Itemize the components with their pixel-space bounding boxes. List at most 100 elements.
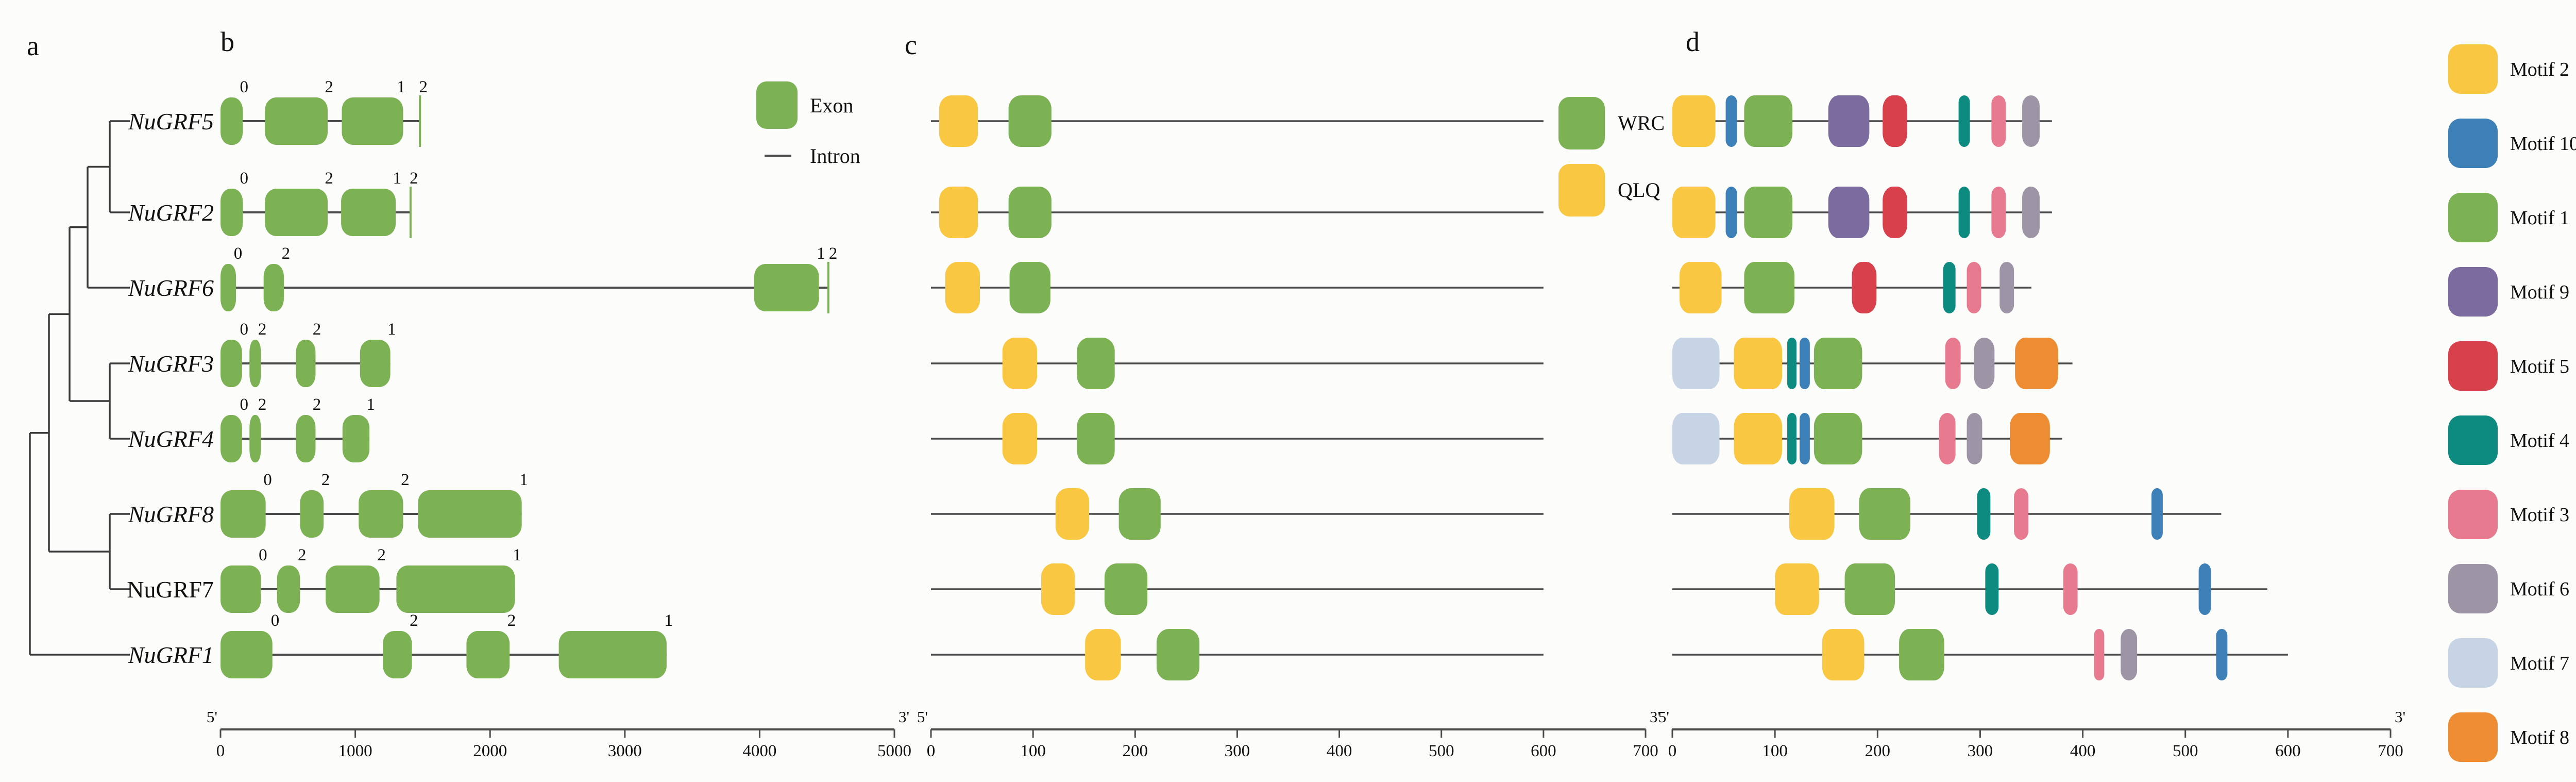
motif-block-motif-6 — [2121, 629, 2138, 680]
motif-block-motif-2 — [1672, 95, 1716, 147]
qlq-domain-block — [939, 187, 978, 238]
motif-legend-label: Motif 6 — [2510, 578, 2569, 600]
exon-block — [277, 565, 300, 613]
axis-tick-label: 100 — [1020, 742, 1046, 760]
axis-tick-label: 0 — [1668, 742, 1677, 760]
motif-legend: Motif 2 Motif 10 Motif 1 Motif 9 Motif 5 Moti… — [2448, 44, 2576, 762]
domain-row — [931, 563, 1544, 615]
motif-block-motif-2 — [1822, 629, 1865, 680]
exon-block — [300, 490, 324, 538]
motif-block-motif-1 — [1744, 95, 1792, 147]
exon-block — [418, 490, 522, 538]
intron-phase-label: 2 — [377, 546, 386, 564]
wrc-domain-block — [1156, 629, 1200, 680]
intron-phase-label: 1 — [387, 320, 396, 339]
axis-tick-label: 700 — [2378, 742, 2403, 760]
wrc-legend-swatch — [1558, 97, 1605, 149]
motif-block-motif-10 — [1725, 187, 1737, 238]
exon-block — [221, 490, 266, 538]
motif-legend-swatch — [2448, 638, 2498, 688]
motif-legend-item: Motif 10 — [2448, 119, 2576, 168]
motif-legend-swatch — [2448, 564, 2498, 613]
motif-block-motif-5 — [1883, 187, 1908, 238]
motif-block-motif-6 — [2022, 187, 2040, 238]
motif-block-motif-8 — [2010, 413, 2050, 464]
motif-block-motif-7 — [1672, 413, 1720, 464]
intron-phase-label: 1 — [519, 471, 528, 489]
qlq-domain-block — [1055, 488, 1090, 540]
motif-legend-label: Motif 3 — [2510, 504, 2569, 526]
motif-legend-label: Motif 1 — [2510, 207, 2569, 229]
motif-block-motif-6 — [1999, 262, 2014, 313]
intron-phase-label: 1 — [665, 611, 673, 630]
motif-row — [1672, 563, 2268, 615]
exon-block — [341, 189, 396, 236]
wrc-domain-block — [1008, 187, 1052, 238]
qlq-domain-block — [1002, 413, 1038, 464]
motif-block-motif-3 — [2014, 488, 2029, 540]
exon-block — [359, 490, 403, 538]
motif-row — [1672, 488, 2222, 540]
motif-legend-swatch — [2448, 490, 2498, 539]
intron-phase-label: 1 — [817, 244, 825, 263]
axis-tick-label: 4000 — [742, 742, 776, 760]
motif-legend-label: Motif 7 — [2510, 653, 2569, 674]
intron-phase-label: 2 — [258, 395, 267, 414]
axis-five-prime-label: 5' — [207, 708, 217, 726]
axis-three-prime-label: 3' — [2395, 708, 2405, 726]
axis-tick-label: 200 — [1123, 742, 1148, 760]
qlq-domain-block — [1041, 563, 1075, 615]
gene-label: NuGRF8 — [128, 501, 214, 527]
motif-legend-item: Motif 4 — [2448, 415, 2569, 465]
motif-block-motif-1 — [1814, 413, 1862, 464]
exon-block — [263, 264, 284, 311]
exon-block — [342, 415, 370, 462]
panel-c-rows — [931, 95, 1544, 680]
motif-block-motif-1 — [1859, 488, 1911, 540]
motif-row — [1672, 95, 2052, 147]
motif-legend-label: Motif 8 — [2510, 727, 2569, 748]
motif-block-motif-3 — [1991, 187, 2006, 238]
intron-phase-label: 1 — [393, 169, 401, 188]
axis-three-prime-label: 3' — [899, 708, 909, 726]
exon-block — [265, 97, 328, 145]
motif-block-motif-7 — [1672, 338, 1720, 389]
intron-phase-label: 2 — [313, 320, 321, 339]
gene-label: NuGRF5 — [128, 108, 214, 135]
motif-row — [1672, 629, 2288, 680]
motif-legend-item: Motif 2 — [2448, 44, 2569, 94]
exon-block — [558, 631, 667, 678]
motif-legend-swatch — [2448, 341, 2498, 391]
intron-phase-label: 2 — [507, 611, 516, 630]
panel-b-rows: 0 2 1 20 2 1 20 2 1 20 2 2 10 2 2 10 2 2 10 2 2 10 2 2 1 — [221, 78, 837, 678]
intron-phase-label: 1 — [513, 546, 521, 564]
wrc-domain-block — [1008, 95, 1052, 147]
motif-block-motif-3 — [2063, 563, 2078, 615]
motif-block-motif-4 — [1977, 488, 1991, 540]
exon-block — [221, 340, 242, 387]
motif-block-motif-2 — [1734, 338, 1783, 389]
motif-legend-item: Motif 8 — [2448, 712, 2569, 762]
motif-legend-swatch — [2448, 44, 2498, 94]
motif-legend-item: Motif 5 — [2448, 341, 2569, 391]
motif-block-motif-1 — [1844, 563, 1895, 615]
motif-row — [1672, 187, 2052, 238]
intron-phase-label: 0 — [240, 395, 249, 414]
motif-legend-item: Motif 7 — [2448, 638, 2569, 688]
axis-tick-label: 0 — [216, 742, 225, 760]
exon-block — [326, 565, 380, 613]
axis-tick-label: 500 — [2173, 742, 2198, 760]
motif-block-motif-6 — [2022, 95, 2040, 147]
intron-phase-label: 2 — [410, 169, 418, 188]
domain-row — [931, 95, 1544, 147]
wrc-legend-label: WRC — [1618, 111, 1665, 135]
motif-block-motif-1 — [1899, 629, 1944, 680]
qlq-domain-block — [945, 262, 980, 313]
axis-tick-label: 600 — [2275, 742, 2301, 760]
gene-label: NuGRF7 — [127, 576, 214, 603]
axis-tick-label: 200 — [1865, 742, 1891, 760]
